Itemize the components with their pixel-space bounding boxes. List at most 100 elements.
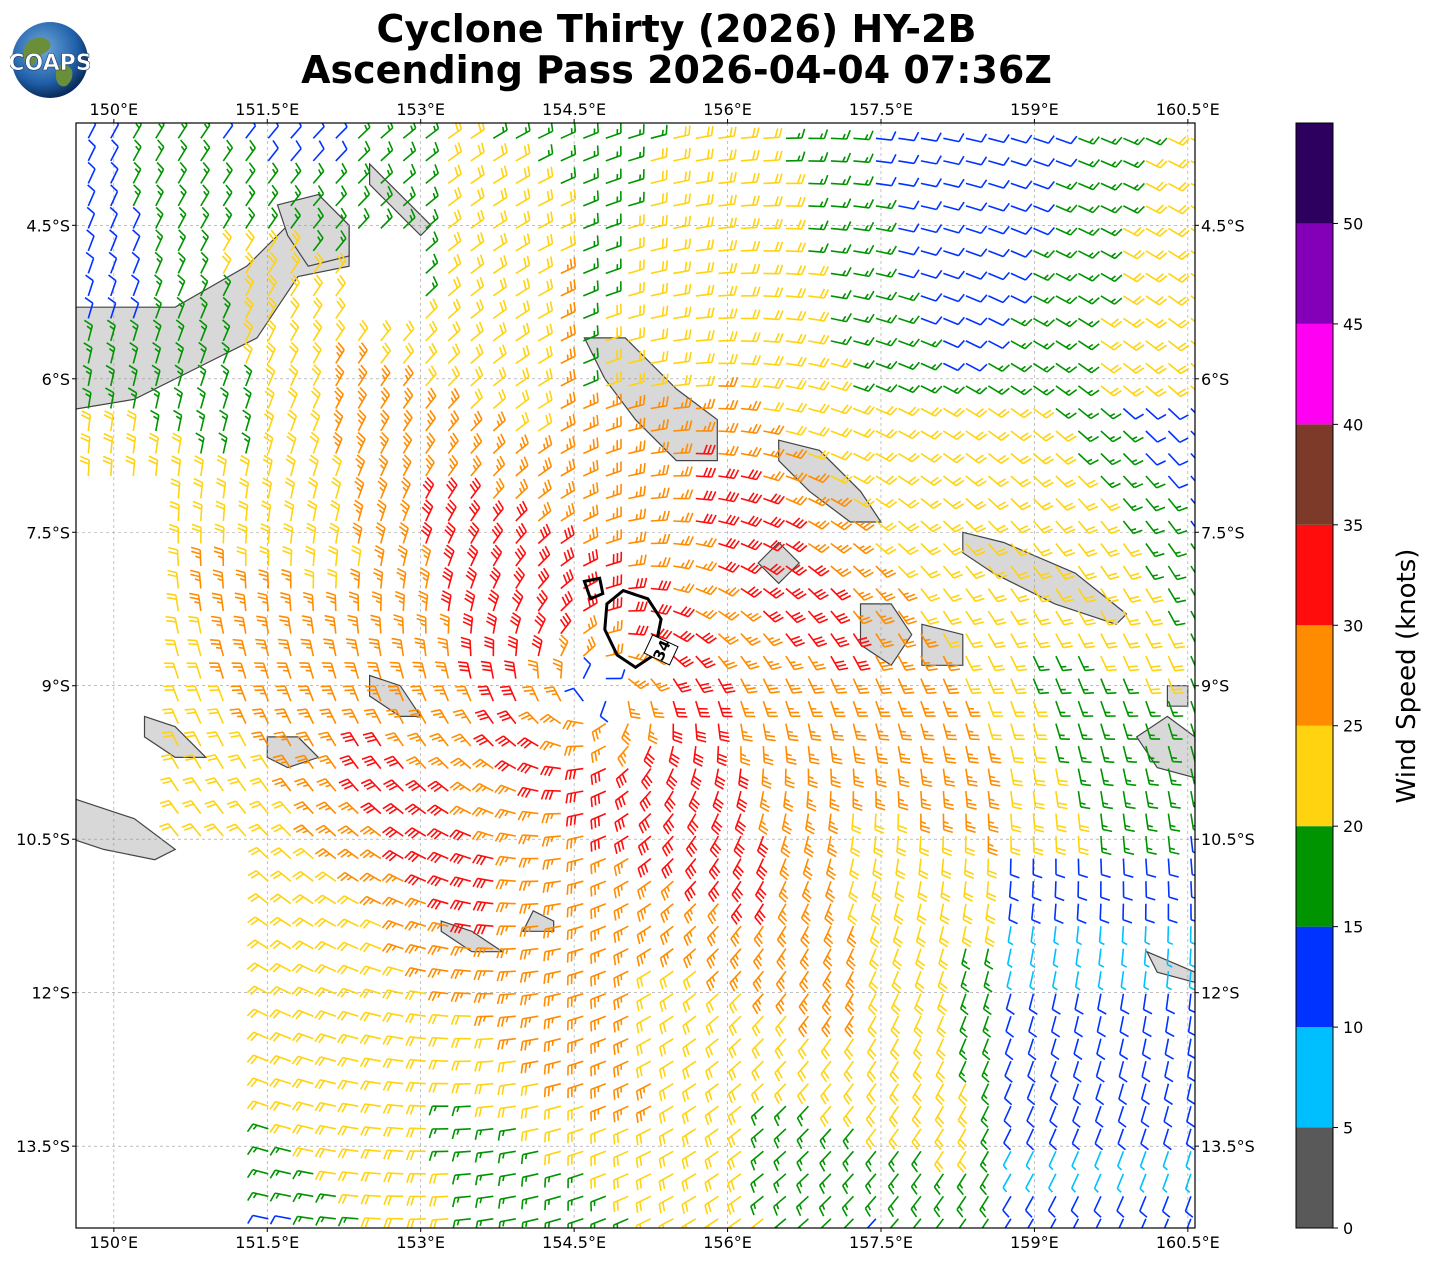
barb-feather bbox=[998, 551, 1009, 557]
barb-feather bbox=[501, 389, 507, 399]
barb-feather bbox=[425, 499, 434, 508]
barb-shaft bbox=[197, 595, 202, 612]
barb-feather bbox=[519, 481, 526, 491]
barb-feather bbox=[492, 547, 501, 557]
barb-feather bbox=[801, 151, 806, 161]
barb-feather bbox=[819, 311, 826, 321]
barb-feather bbox=[167, 573, 178, 578]
wind-barb bbox=[808, 311, 830, 322]
barb-half-feather bbox=[1152, 574, 1158, 577]
barb-shaft bbox=[628, 540, 645, 545]
barb-half-feather bbox=[363, 214, 368, 220]
barb-feather bbox=[221, 341, 230, 350]
barb-shaft bbox=[537, 152, 553, 162]
barb-shaft bbox=[943, 182, 960, 188]
barb-feather bbox=[1178, 250, 1187, 258]
wind-barb bbox=[897, 633, 917, 648]
barb-feather bbox=[817, 567, 827, 575]
barb-shaft bbox=[988, 272, 1004, 281]
barb-feather bbox=[836, 589, 846, 595]
wind-barb bbox=[628, 169, 645, 185]
barb-feather bbox=[711, 444, 716, 455]
barb-feather bbox=[515, 528, 522, 538]
barb-feather bbox=[81, 410, 91, 416]
barb-feather bbox=[975, 597, 985, 603]
barb-shaft bbox=[196, 640, 202, 657]
barb-shaft bbox=[898, 407, 914, 417]
barb-shaft bbox=[1078, 205, 1094, 214]
wind-barb bbox=[695, 148, 714, 162]
barb-feather bbox=[865, 547, 875, 555]
barb-feather bbox=[1175, 622, 1186, 626]
barb-feather bbox=[1087, 575, 1097, 580]
barb-feather bbox=[862, 643, 872, 648]
barb-shaft bbox=[537, 220, 553, 230]
barb-shaft bbox=[942, 655, 952, 671]
barb-shaft bbox=[155, 280, 163, 297]
barb-shaft bbox=[290, 170, 302, 184]
barb-feather bbox=[132, 229, 141, 237]
barb-feather bbox=[200, 274, 209, 282]
wind-barb bbox=[673, 420, 693, 432]
barb-feather bbox=[801, 311, 807, 321]
wind-barb bbox=[785, 678, 803, 694]
barb-half-feather bbox=[1065, 297, 1072, 303]
barb-half-feather bbox=[858, 614, 864, 619]
barb-feather bbox=[573, 301, 576, 312]
barb-feather bbox=[404, 390, 411, 400]
barb-feather bbox=[243, 322, 252, 331]
wind-barb bbox=[1100, 250, 1123, 260]
barb-feather bbox=[684, 466, 689, 476]
wind-barb bbox=[221, 251, 232, 274]
barb-shaft bbox=[285, 663, 292, 679]
barb-feather bbox=[564, 612, 572, 622]
wind-barb bbox=[807, 542, 830, 554]
barb-feather bbox=[752, 263, 757, 274]
barb-shaft bbox=[1078, 227, 1094, 237]
barb-feather bbox=[305, 549, 315, 555]
wind-barb bbox=[942, 475, 965, 487]
barb-feather bbox=[525, 345, 530, 355]
barb-feather bbox=[1047, 158, 1055, 167]
wind-barb bbox=[265, 364, 276, 387]
barb-shaft bbox=[245, 303, 254, 319]
barb-feather bbox=[792, 540, 801, 549]
barb-feather bbox=[233, 642, 244, 646]
barb-feather bbox=[996, 524, 1006, 531]
wind-barb bbox=[718, 240, 738, 252]
wind-barb bbox=[305, 545, 316, 567]
wind-barb bbox=[830, 175, 852, 186]
wind-barb bbox=[447, 321, 461, 342]
barb-shaft bbox=[515, 464, 529, 477]
wind-barb bbox=[988, 248, 1010, 258]
barb-shaft bbox=[1190, 295, 1195, 300]
barb-feather bbox=[707, 353, 711, 363]
barb-half-feather bbox=[340, 214, 345, 220]
barb-feather bbox=[688, 261, 692, 271]
barb-half-feather bbox=[238, 646, 245, 650]
barb-half-feather bbox=[635, 446, 638, 452]
barb-feather bbox=[1023, 434, 1032, 442]
barb-half-feather bbox=[177, 325, 183, 331]
barb-feather bbox=[1024, 249, 1033, 258]
barb-half-feather bbox=[381, 374, 387, 380]
barb-shaft bbox=[718, 226, 735, 230]
wind-barb bbox=[920, 542, 942, 556]
wind-barb bbox=[199, 296, 208, 319]
barb-feather bbox=[819, 426, 827, 436]
barb-shaft bbox=[1145, 610, 1155, 626]
barb-feather bbox=[307, 503, 317, 510]
barb-feather bbox=[458, 665, 469, 668]
barb-shaft bbox=[650, 201, 667, 207]
barb-shaft bbox=[245, 527, 248, 544]
barb-shaft bbox=[830, 137, 847, 140]
barb-feather bbox=[245, 232, 253, 242]
wind-barb bbox=[492, 299, 508, 320]
wind-barb bbox=[785, 517, 808, 529]
barb-half-feather bbox=[880, 638, 886, 642]
barb-feather bbox=[196, 387, 206, 394]
barb-feather bbox=[110, 184, 119, 192]
barb-half-feather bbox=[1043, 320, 1049, 325]
barb-feather bbox=[430, 365, 437, 375]
barb-shaft bbox=[1167, 430, 1181, 443]
